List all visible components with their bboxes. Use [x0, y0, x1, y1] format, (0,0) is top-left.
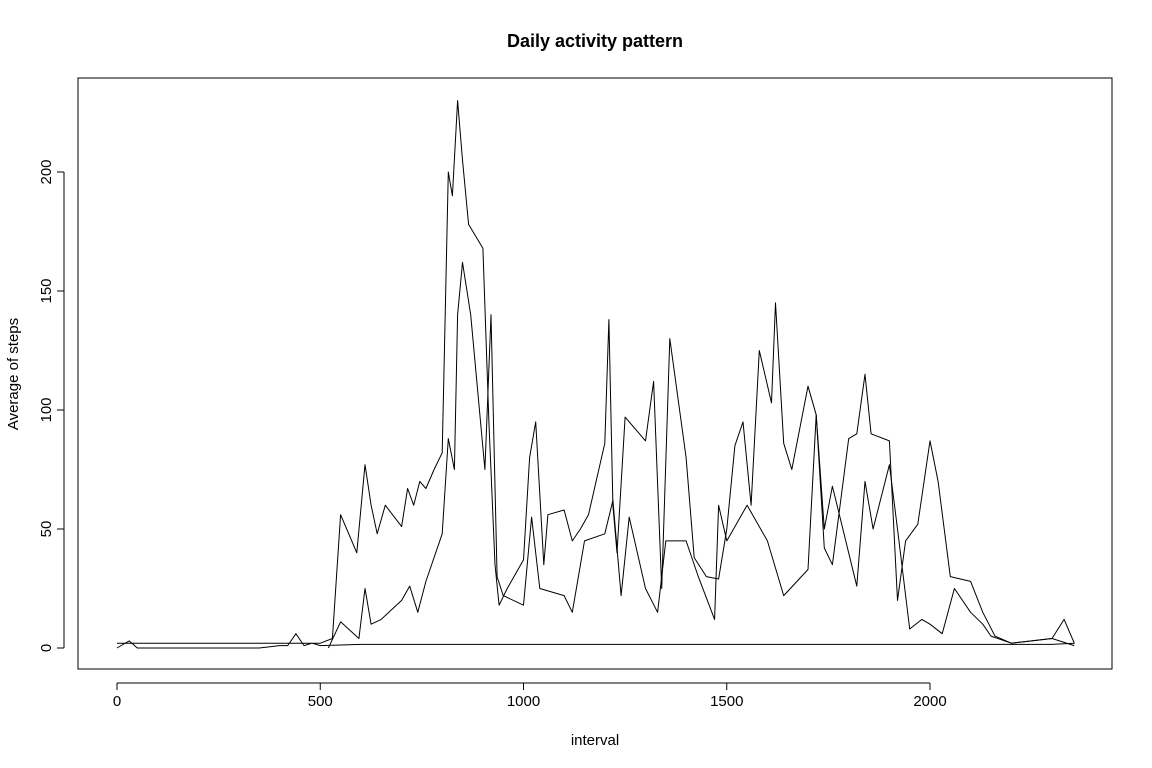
y-tick-label: 100 [38, 397, 55, 422]
y-tick-label: 0 [38, 644, 55, 652]
x-tick-label: 500 [308, 693, 333, 710]
x-tick-label: 1500 [710, 693, 743, 710]
chart-title: Daily activity pattern [507, 31, 683, 51]
x-tick-label: 1000 [507, 693, 540, 710]
y-tick-label: 150 [38, 278, 55, 303]
x-axis-label: interval [571, 732, 619, 749]
x-tick-label: 2000 [913, 693, 946, 710]
series-line-1 [116, 100, 1075, 649]
y-axis: 0 50 100 150 200 [38, 159, 65, 652]
series-layer [116, 100, 1075, 649]
plot-frame [77, 77, 1113, 670]
series-line-2 [327, 261, 1075, 649]
y-axis-label: Average of steps [5, 318, 22, 430]
x-tick-label: 0 [113, 693, 121, 710]
x-axis: 0 500 1000 1500 2000 [113, 682, 947, 710]
y-tick-label: 50 [38, 521, 55, 538]
y-tick-label: 200 [38, 159, 55, 184]
